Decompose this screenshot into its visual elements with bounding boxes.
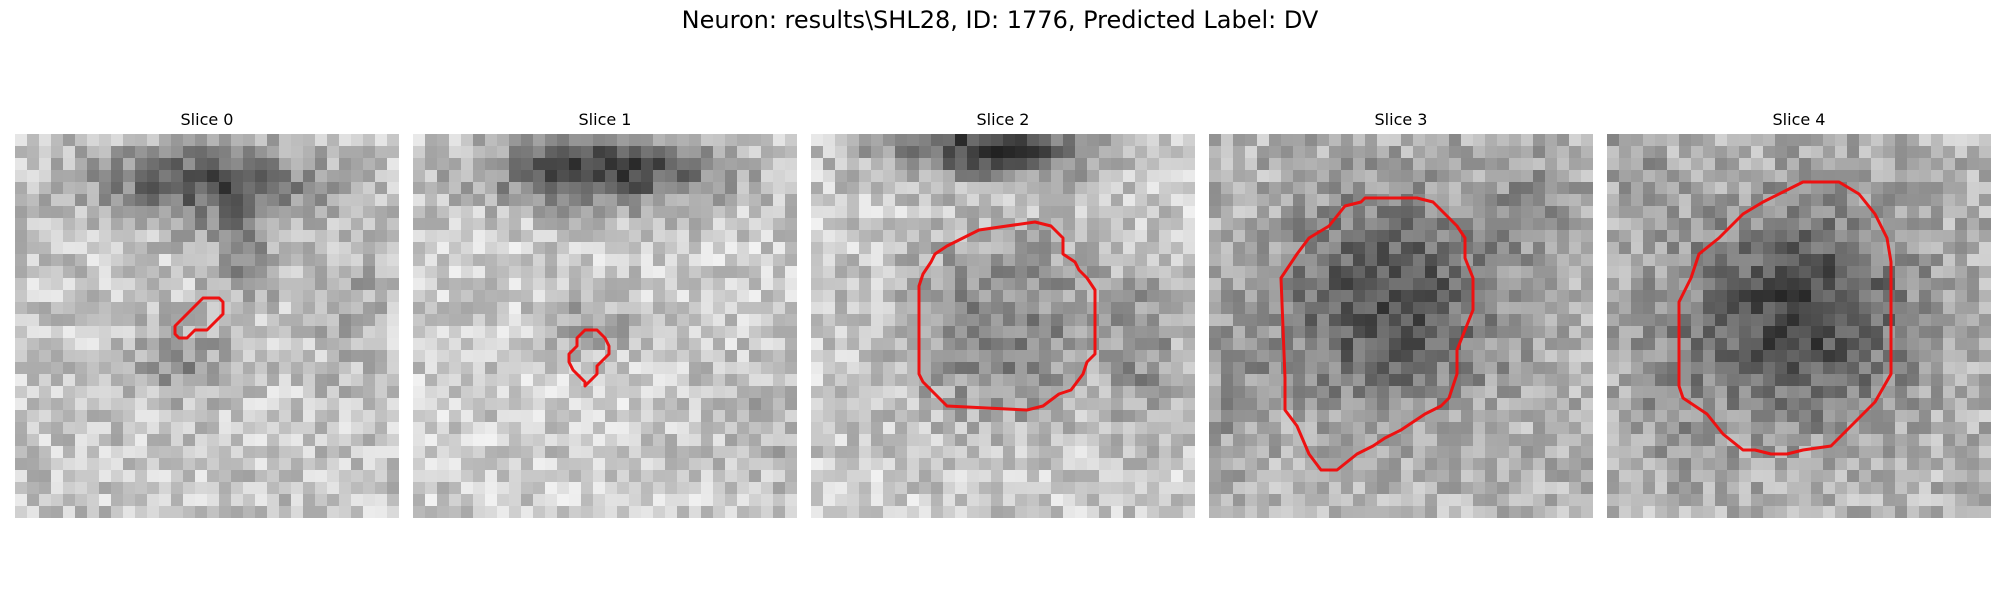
roi-contour: [917, 220, 1097, 412]
slice-image: [413, 134, 797, 518]
pixel-grid: [413, 134, 797, 518]
slice-title: Slice 2: [976, 110, 1030, 129]
slice-image: [811, 134, 1195, 518]
pixel-grid: [1607, 134, 1991, 518]
slice-title: Slice 0: [180, 110, 234, 129]
roi-contour: [1279, 196, 1475, 472]
slice-title: Slice 1: [578, 110, 632, 129]
roi-contour: [173, 296, 225, 340]
roi-contour: [567, 328, 611, 388]
figure-title: Neuron: results\SHL28, ID: 1776, Predict…: [681, 6, 1319, 34]
pixel-grid: [15, 134, 399, 518]
slice-title: Slice 3: [1374, 110, 1428, 129]
slice-image: [1209, 134, 1593, 518]
pixel-grid: [811, 134, 1195, 518]
roi-contour: [1677, 180, 1893, 456]
slice-title: Slice 4: [1772, 110, 1826, 129]
pixel-grid: [1209, 134, 1593, 518]
slice-image: [15, 134, 399, 518]
slice-image: [1607, 134, 1991, 518]
